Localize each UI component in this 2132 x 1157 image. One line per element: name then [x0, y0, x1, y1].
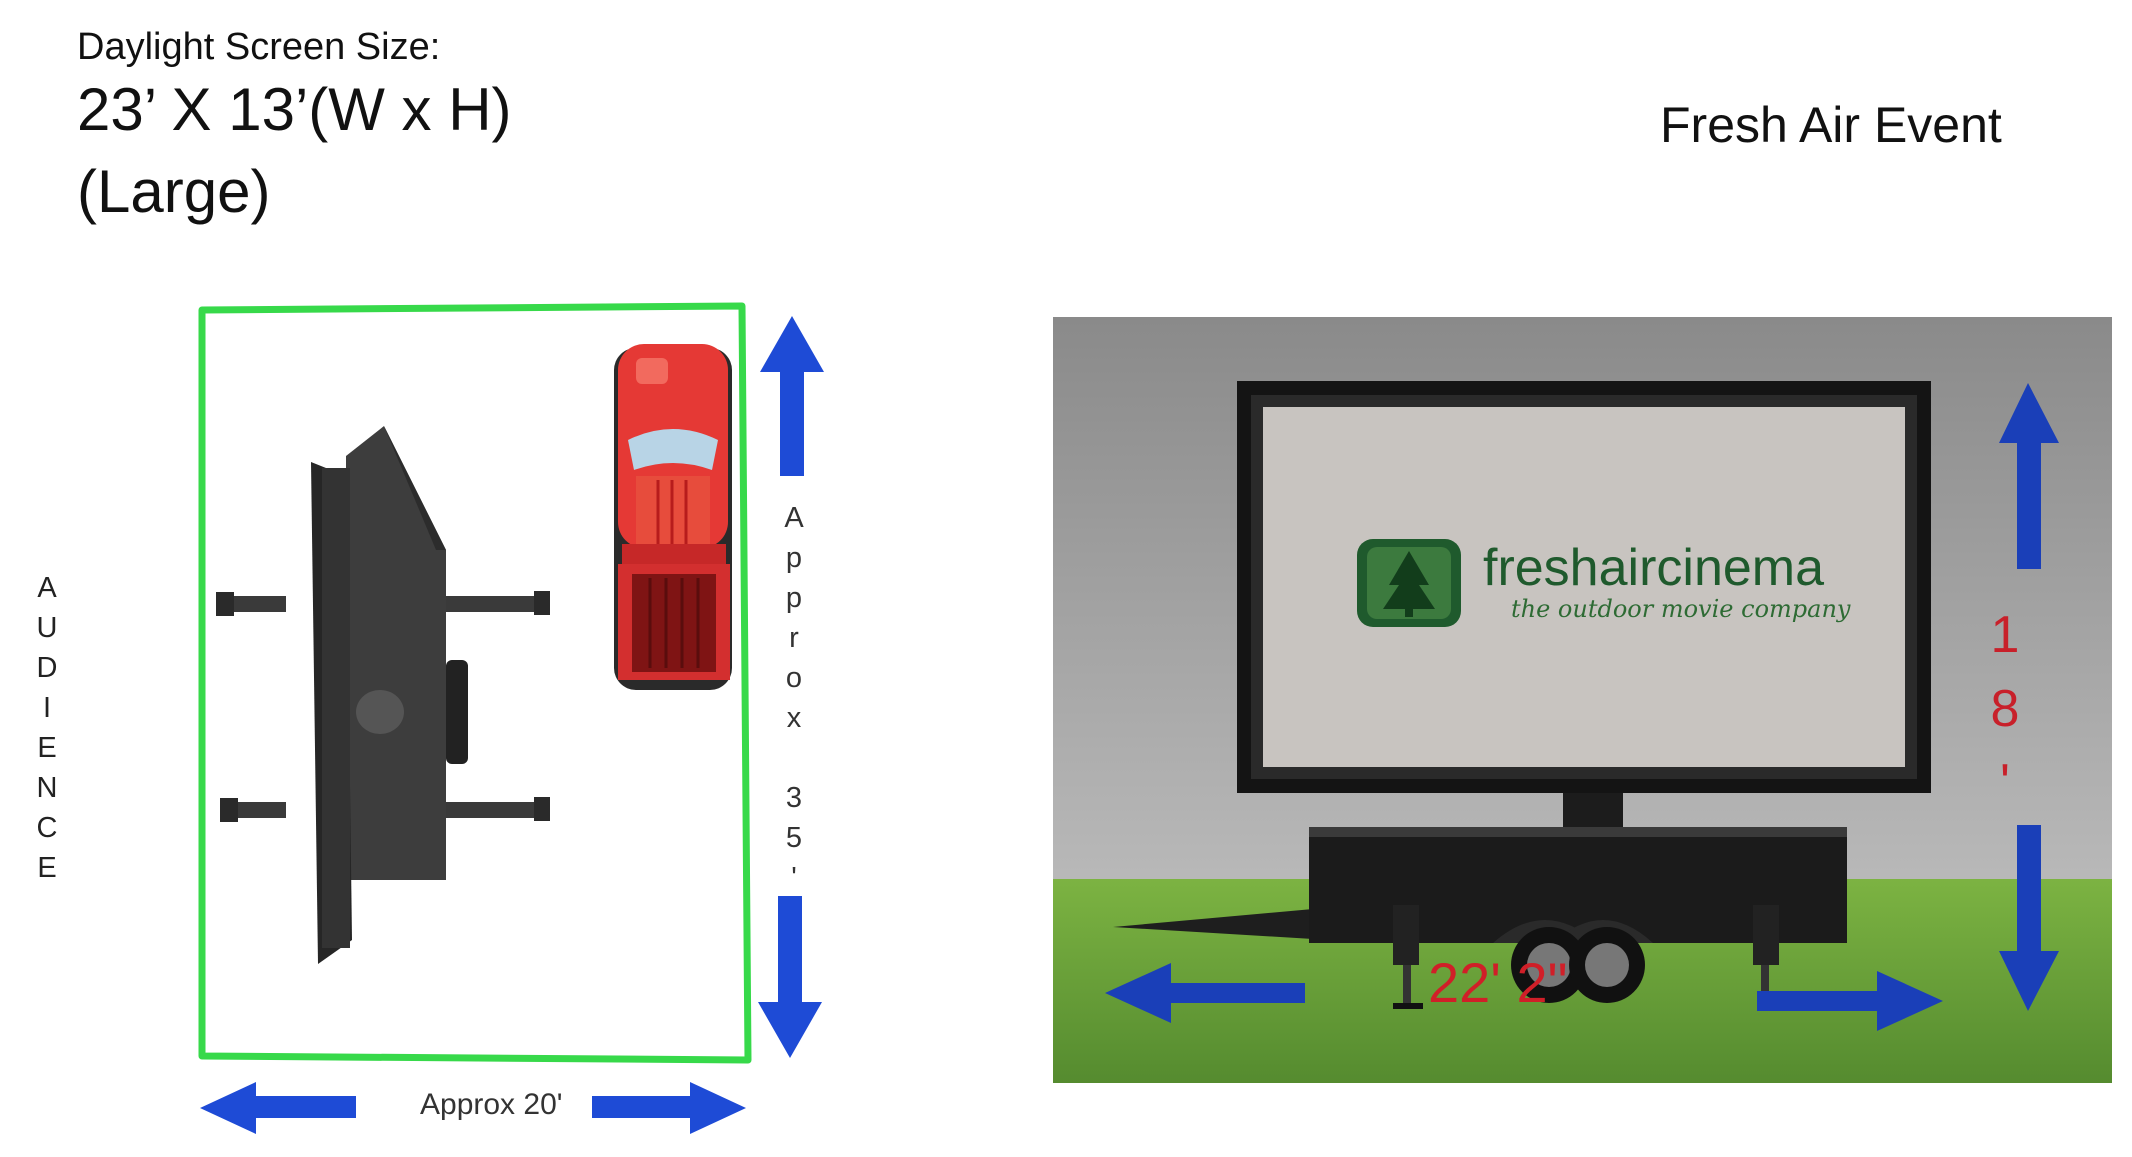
pickup-truck-top-view	[614, 344, 732, 690]
arrow-up-icon	[760, 316, 824, 476]
width-arrow-left-icon	[1105, 963, 1305, 1023]
logo-tagline-text: the outdoor movie company	[1511, 595, 1851, 623]
screen-width-label: 22' 2"	[1428, 951, 1568, 1014]
arrow-right-icon	[592, 1082, 746, 1134]
audience-label: A U D I E N C E	[36, 572, 58, 884]
arrow-left-icon	[200, 1082, 356, 1134]
arrow-down-icon	[758, 896, 822, 1058]
width-arrow-right-icon	[1757, 971, 1943, 1031]
height-arrow-down-icon	[1999, 825, 2059, 1011]
screen-size-class: (Large)	[77, 158, 271, 225]
depth-label: A p p r o x 3 5 '	[784, 502, 804, 894]
screen-size-value: 23’ X 13’(W x H)	[77, 76, 512, 143]
trailer-body	[1113, 827, 1847, 1009]
height-arrow-up-icon	[1999, 383, 2059, 569]
trailer-top-view	[216, 426, 550, 964]
trailer-screen-render: freshaircinema the outdoor movie company	[1053, 317, 2112, 1083]
freshaircinema-logo: freshaircinema the outdoor movie company	[1357, 539, 1851, 627]
event-title: Fresh Air Event	[1660, 97, 2002, 153]
logo-brand-text: freshaircinema	[1483, 539, 1824, 597]
depth-dimension-arrows	[758, 316, 824, 1058]
top-view-diagram	[198, 302, 752, 1064]
screen-size-label: Daylight Screen Size:	[77, 26, 441, 68]
width-dimension-arrows	[200, 1082, 746, 1134]
width-label: Approx 20'	[420, 1088, 563, 1121]
height-label: 1 8 '	[1990, 606, 2020, 812]
